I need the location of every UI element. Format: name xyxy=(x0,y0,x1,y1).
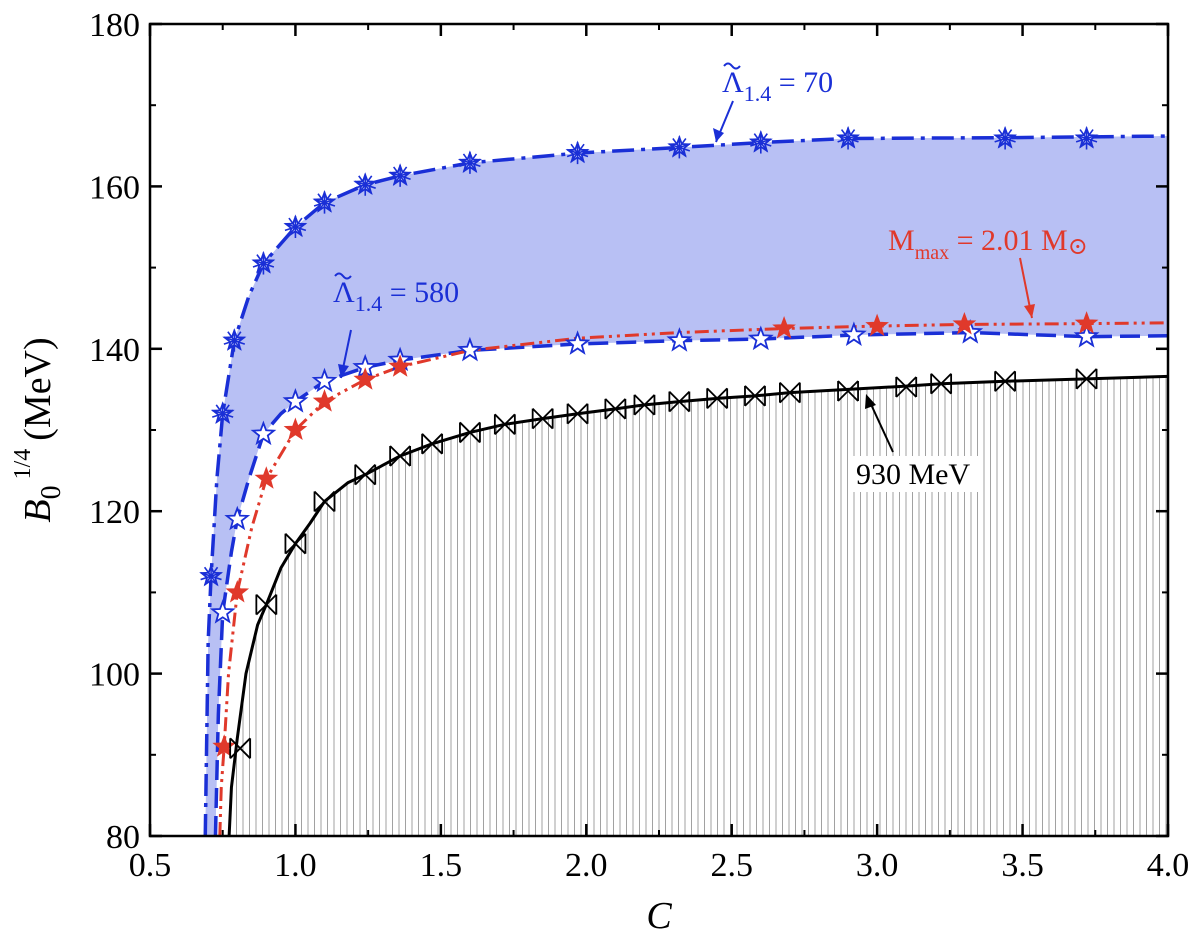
marker-mmax-5 xyxy=(353,367,378,390)
svg-text:Λ1.4 = 70: Λ1.4 = 70 xyxy=(722,66,833,106)
marker-mmax-2 xyxy=(254,466,279,489)
marker-lambda580-1 xyxy=(224,505,251,531)
marker-mev930-2 xyxy=(284,533,307,555)
marker-mmax-10 xyxy=(1074,311,1099,334)
x-axis-ticks: 0.5 1.0 1.5 2.0 2.5 3.0 3.5 4.0 xyxy=(129,24,1190,884)
y-tick-label: 120 xyxy=(89,494,140,531)
marker-lambda70-12 xyxy=(836,125,861,150)
series-line-lambda580 xyxy=(213,330,1168,836)
annotation-lambda-580: Λ1.4 = 580 xyxy=(333,272,459,379)
marker-lambda70-2 xyxy=(222,328,247,352)
marker-lambda580-8 xyxy=(564,330,591,355)
marker-lambda70-7 xyxy=(388,163,413,187)
marker-mmax-8 xyxy=(865,313,889,337)
marker-mmax-0 xyxy=(212,734,236,757)
marker-lambda70-4 xyxy=(283,214,308,238)
marker-mev930-12 xyxy=(633,394,656,416)
marker-mev930-9 xyxy=(531,407,554,430)
marker-lambda580-3 xyxy=(282,388,309,413)
y-axis-ticks: 80 100 120 140 160 180 xyxy=(89,7,1168,856)
marker-lambda70-11 xyxy=(748,130,773,154)
marker-lambda70-1 xyxy=(210,401,235,425)
x-tick-label: 2.0 xyxy=(565,847,608,884)
marker-lambda70-3 xyxy=(251,250,276,275)
x-tick-label: 1.0 xyxy=(274,847,317,884)
x-tick-label: 0.5 xyxy=(129,847,172,884)
marker-mev930-14 xyxy=(706,387,729,409)
marker-mmax-7 xyxy=(772,316,796,339)
svg-text:Λ1.4 = 580: Λ1.4 = 580 xyxy=(333,276,459,316)
x-tick-label: 2.5 xyxy=(710,847,753,884)
marker-mev930-16 xyxy=(778,382,801,404)
marker-lambda580-7 xyxy=(457,336,483,362)
marker-lambda70-6 xyxy=(353,172,378,196)
annotation-lambda-70: Λ1.4 = 70 xyxy=(713,62,833,143)
x-tick-label: 4.0 xyxy=(1147,847,1190,884)
marker-lambda70-9 xyxy=(565,140,590,165)
hatched-region-930mev xyxy=(229,376,1167,836)
marker-lambda580-13 xyxy=(1073,323,1100,348)
marker-lambda70-0 xyxy=(199,563,224,588)
lambda-band-area xyxy=(205,136,1168,836)
marker-mev930-11 xyxy=(604,398,627,420)
marker-mmax-6 xyxy=(388,354,412,377)
annotation-mmax: Mmax = 2.01 M⊙ xyxy=(888,224,1088,319)
annotation-930mev: 930 MeV xyxy=(852,394,980,492)
marker-mev930-0 xyxy=(229,737,252,759)
x-tick-label: 3.5 xyxy=(1001,847,1044,884)
y-tick-label: 100 xyxy=(89,657,140,694)
marker-mmax-1 xyxy=(225,579,250,603)
marker-lambda580-4 xyxy=(311,367,338,393)
marker-mev930-4 xyxy=(354,464,377,486)
marker-lambda580-10 xyxy=(747,325,774,351)
marker-mmax-3 xyxy=(283,417,308,441)
y-tick-label: 180 xyxy=(89,7,140,44)
marker-lambda70-14 xyxy=(1074,125,1099,150)
marker-lambda70-10 xyxy=(667,134,692,159)
marker-mev930-17 xyxy=(837,380,859,402)
marker-mev930-8 xyxy=(493,413,516,435)
marker-mev930-19 xyxy=(930,373,953,395)
y-tick-label: 80 xyxy=(106,819,140,856)
y-tick-label: 160 xyxy=(89,169,140,206)
marker-lambda70-5 xyxy=(312,190,337,214)
marker-lambda70-13 xyxy=(993,125,1018,150)
marker-mev930-13 xyxy=(668,390,691,413)
marker-mmax-4 xyxy=(312,389,337,412)
marker-lambda580-0 xyxy=(209,599,236,624)
marker-mev930-5 xyxy=(389,445,412,467)
y-axis-title: B01/4(MeV) xyxy=(10,337,67,522)
marker-mev930-15 xyxy=(744,385,766,407)
marker-mev930-3 xyxy=(313,490,336,513)
marker-mev930-20 xyxy=(994,370,1017,392)
marker-lambda580-2 xyxy=(250,420,277,446)
marker-lambda580-11 xyxy=(840,321,867,347)
marker-mev930-1 xyxy=(255,593,278,616)
marker-mev930-10 xyxy=(566,403,589,425)
marker-lambda580-9 xyxy=(666,327,693,352)
svg-text:930 MeV: 930 MeV xyxy=(856,458,970,491)
marker-lambda70-8 xyxy=(457,150,483,174)
marker-mev930-6 xyxy=(421,433,444,455)
svg-text:Mmax = 2.01 M⊙: Mmax = 2.01 M⊙ xyxy=(888,224,1088,264)
series-line-mev930 xyxy=(227,374,1168,836)
marker-mev930-18 xyxy=(895,376,918,398)
marker-mev930-21 xyxy=(1075,368,1098,390)
x-axis-title: C xyxy=(646,895,672,937)
markers xyxy=(199,125,1100,759)
marker-mmax-9 xyxy=(952,311,977,335)
y-tick-label: 140 xyxy=(89,332,140,369)
x-tick-label: 3.0 xyxy=(856,847,899,884)
x-tick-label: 1.5 xyxy=(420,847,463,884)
marker-mev930-7 xyxy=(459,421,481,444)
